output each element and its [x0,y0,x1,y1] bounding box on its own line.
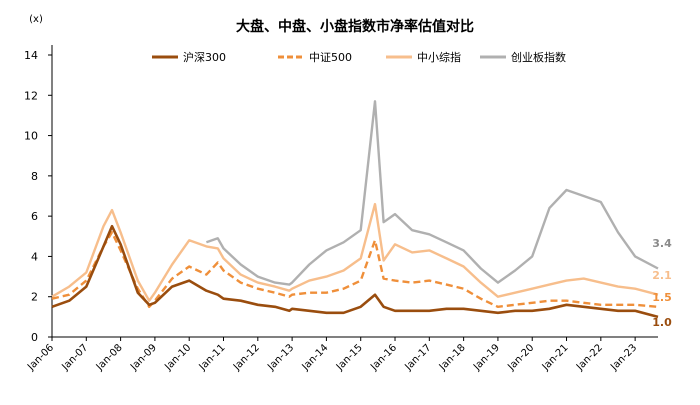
x-tick-label: Jan-18 [437,342,468,373]
legend-label-4: 创业板指数 [511,50,566,64]
y-tick-label: 10 [24,130,38,143]
end-label-1: 1.0 [652,316,672,329]
end-labels: 1.0 1.5 2.1 3.4 [652,237,672,329]
series-line-4 [206,100,659,286]
y-tick-label: 2 [31,291,38,304]
y-tick-label: 0 [31,331,38,344]
x-tick-label: Jan-07 [59,342,90,373]
x-tick-label: Jan-21 [540,342,571,373]
series-layer [51,100,659,319]
x-tick-label: Jan-22 [574,342,605,373]
x-tick-label: Jan-16 [368,342,399,373]
end-label-3: 2.1 [652,269,672,282]
x-tick-label: Jan-13 [265,342,296,373]
series-line-1 [51,224,659,319]
end-label-2: 1.5 [652,291,672,304]
x-tick-label: Jan-15 [334,342,365,373]
y-tick-label: 12 [24,89,38,102]
x-tick-label: Jan-23 [608,342,639,373]
x-tick-label: Jan-12 [231,342,262,373]
y-tick-label: 8 [31,170,38,183]
y-axis: 0 2 4 6 8 10 12 14 [24,45,53,344]
legend-label-3: 中小综指 [417,50,461,64]
x-tick-label: Jan-06 [25,342,56,373]
legend: 沪深300 中证500 中小综指 创业板指数 [152,50,566,64]
legend-label-1: 沪深300 [183,50,226,64]
y-tick-label: 6 [31,210,38,223]
series-line-2 [51,231,659,308]
y-tick-label: 14 [24,49,38,62]
x-tick-label: Jan-11 [197,342,228,373]
x-tick-label: Jan-20 [505,342,536,373]
chart-title: 大盘、中盘、小盘指数市净率估值对比 [236,18,474,35]
x-tick-label: Jan-14 [300,342,331,373]
x-axis: Jan-06 Jan-07 Jan-08 Jan-09 Jan-10 Jan-11 Jan-… [25,336,658,373]
y-axis-unit: (x) [29,14,43,25]
end-label-4: 3.4 [652,237,672,250]
x-tick-label: Jan-09 [128,342,159,373]
y-tick-label: 4 [31,250,38,263]
x-tick-label: Jan-17 [403,342,434,373]
legend-label-2: 中证500 [309,51,352,64]
x-tick-label: Jan-08 [94,342,125,373]
series-line-3 [51,202,659,302]
x-tick-label: Jan-19 [471,342,502,373]
x-tick-label: Jan-10 [162,342,193,373]
